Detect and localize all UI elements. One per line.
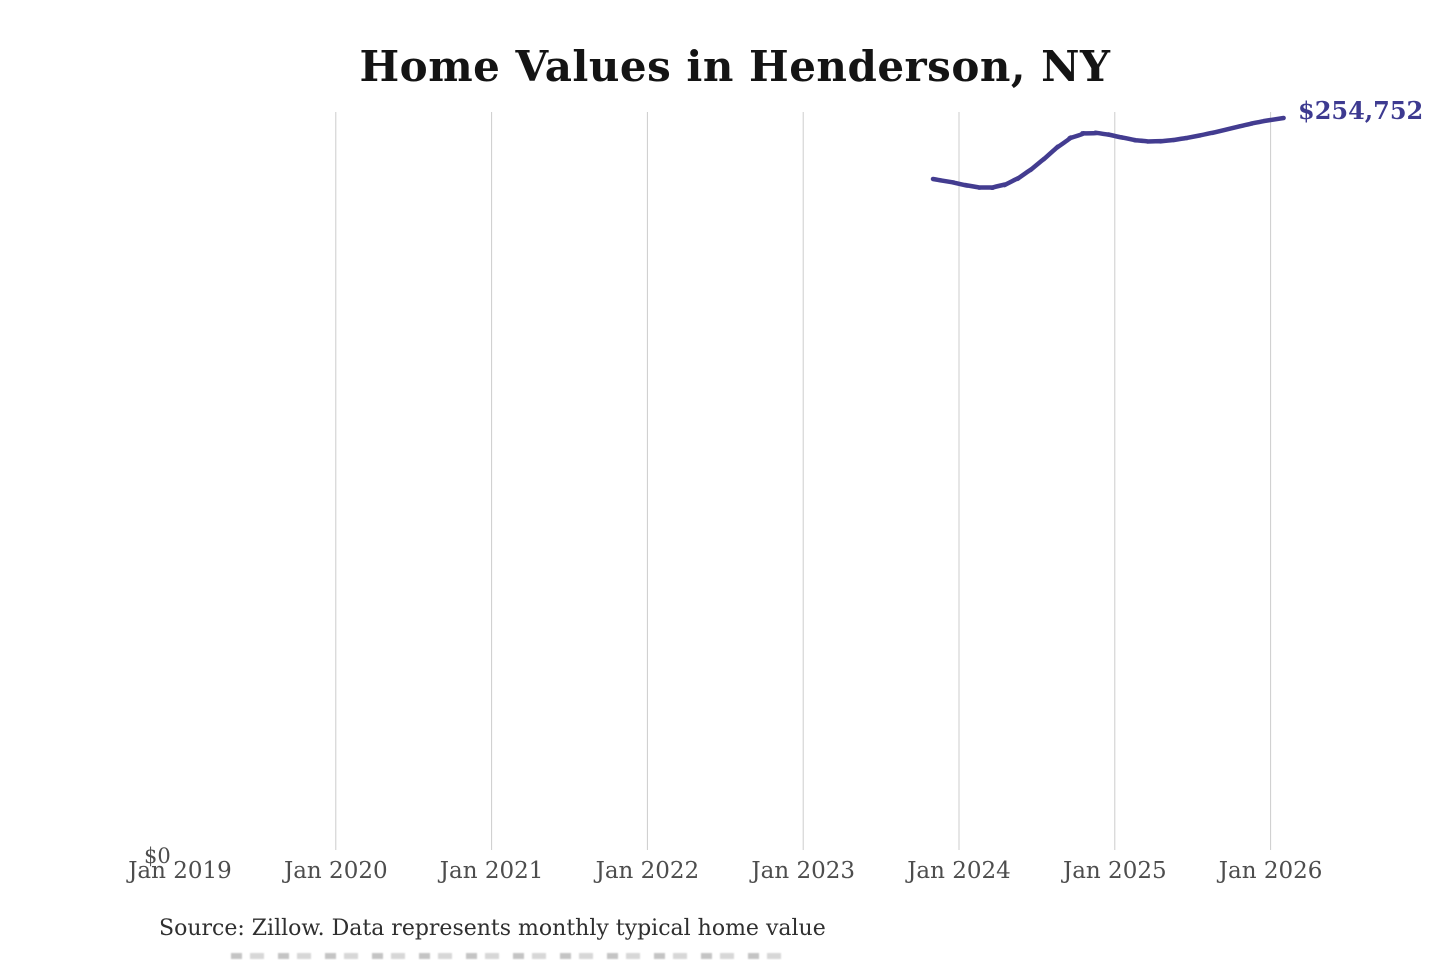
x-axis-tick-label: Jan 2026 bbox=[1218, 858, 1323, 884]
source-note: Source: Zillow. Data represents monthly … bbox=[159, 916, 826, 941]
x-axis-tick-label: Jan 2023 bbox=[751, 858, 855, 884]
x-axis-tick-label: Jan 2022 bbox=[595, 858, 700, 884]
x-axis-tick-label: Jan 2019 bbox=[128, 858, 232, 884]
chart-title: Home Values in Henderson, NY bbox=[359, 42, 1111, 91]
gridlines bbox=[335, 112, 1272, 850]
x-axis-tick-label: Jan 2024 bbox=[907, 858, 1011, 884]
home-value-line bbox=[930, 115, 1286, 191]
y-axis-zero-label: $0 bbox=[144, 844, 171, 868]
x-axis-tick-label: Jan 2025 bbox=[1063, 858, 1167, 884]
x-axis-tick-label: Jan 2021 bbox=[439, 858, 544, 884]
x-axis-tick-label: Jan 2020 bbox=[284, 858, 388, 884]
cutoff-text-sliver bbox=[231, 953, 791, 959]
latest-value-label: $254,752 bbox=[1298, 96, 1424, 125]
